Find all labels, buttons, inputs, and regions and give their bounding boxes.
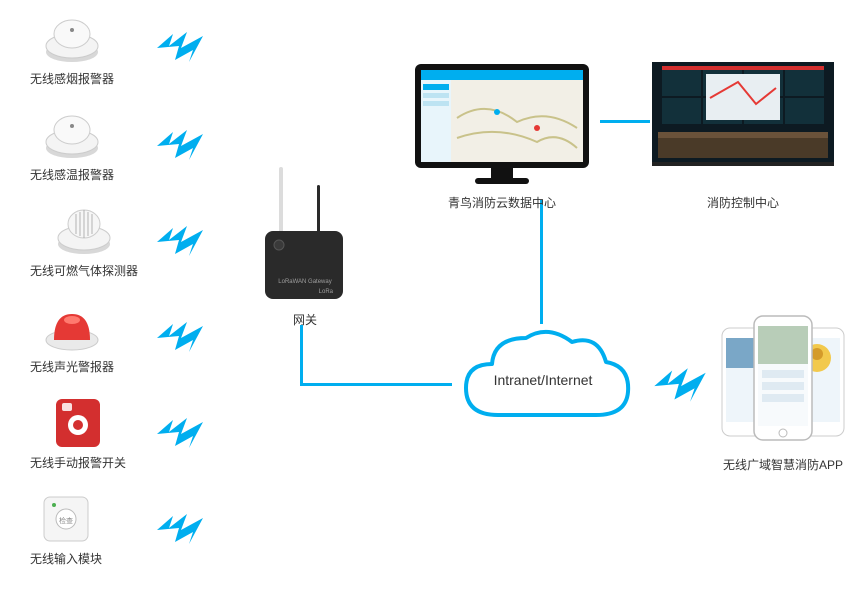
gateway-icon: LoRaWAN Gateway LoRa (255, 165, 355, 305)
conn-dc-cc (600, 120, 650, 123)
control-center-label: 消防控制中心 (707, 194, 779, 211)
conn-gateway-right (300, 383, 452, 386)
sensor-gas: 无线可燃气体探测器 (30, 206, 138, 279)
gateway-label: 网关 (293, 311, 317, 328)
conn-cloud-up (540, 200, 543, 324)
sensor-gas-label: 无线可燃气体探测器 (30, 262, 138, 279)
sensor-smoke-label: 无线感烟报警器 (30, 70, 114, 87)
control-room-icon (648, 58, 838, 188)
svg-text:LoRaWAN Gateway: LoRaWAN Gateway (278, 279, 331, 285)
mobile-app: 无线广域智慧消防APP (718, 310, 848, 473)
gas-detector-icon (54, 206, 114, 256)
wireless-bolt-icon (155, 30, 205, 64)
wireless-bolt-icon (155, 224, 205, 258)
sensor-manual-label: 无线手动报警开关 (30, 454, 126, 471)
sensor-input: 检查 无线输入模块 (30, 494, 102, 567)
gateway: LoRaWAN Gateway LoRa 网关 (255, 165, 355, 328)
sensor-input-label: 无线输入模块 (30, 550, 102, 567)
cloud-label: Intranet/Internet (448, 372, 638, 388)
wireless-bolt-icon (652, 366, 708, 404)
wireless-bolt-icon (155, 512, 205, 546)
sensor-smoke: 无线感烟报警器 (30, 14, 114, 87)
smoke-detector-icon (42, 14, 102, 64)
control-center: 消防控制中心 (648, 58, 838, 211)
svg-text:LoRa: LoRa (319, 289, 334, 295)
wireless-bolt-icon (155, 128, 205, 162)
sensor-heat: 无线感温报警器 (30, 110, 114, 183)
heat-detector-icon (42, 110, 102, 160)
sensor-manual: 无线手动报警开关 (30, 398, 126, 471)
input-module-icon: 检查 (36, 494, 96, 544)
wireless-bolt-icon (155, 320, 205, 354)
siren-icon (42, 302, 102, 352)
sensor-siren-label: 无线声光警报器 (30, 358, 114, 375)
data-center: 青鸟消防云数据中心 (407, 58, 597, 211)
manual-alarm-icon (48, 398, 108, 448)
cloud: Intranet/Internet (448, 320, 638, 440)
conn-gateway-down (300, 325, 303, 385)
wireless-bolt-icon (155, 416, 205, 450)
sensor-heat-label: 无线感温报警器 (30, 166, 114, 183)
monitor-icon (407, 58, 597, 188)
sensor-siren: 无线声光警报器 (30, 302, 114, 375)
svg-text:检查: 检查 (59, 516, 73, 525)
data-center-label: 青鸟消防云数据中心 (448, 194, 556, 211)
phones-icon (718, 310, 848, 450)
mobile-app-label: 无线广域智慧消防APP (723, 456, 843, 473)
